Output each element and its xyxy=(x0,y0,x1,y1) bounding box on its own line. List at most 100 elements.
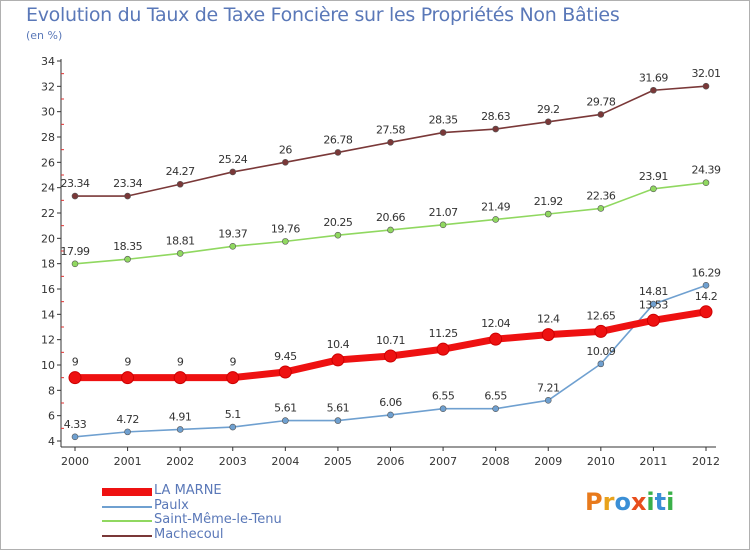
data-point xyxy=(71,260,79,268)
data-point xyxy=(176,426,184,433)
data-point xyxy=(278,365,292,379)
data-label: 9 xyxy=(72,356,79,369)
data-point xyxy=(492,216,499,223)
data-point xyxy=(436,342,450,356)
logo-letter: t xyxy=(654,488,667,516)
data-label: 29.2 xyxy=(537,103,560,116)
y-tick-label: 18 xyxy=(41,258,55,271)
data-label: 11.25 xyxy=(429,327,458,340)
y-tick-label: 10 xyxy=(41,359,55,372)
data-label: 29.78 xyxy=(586,95,615,108)
data-label: 5.61 xyxy=(274,402,297,415)
data-label: 31.69 xyxy=(639,71,668,84)
data-point xyxy=(489,332,503,346)
data-point xyxy=(650,86,657,94)
proxiti-logo: Proxiti xyxy=(585,488,674,516)
y-tick-label: 14 xyxy=(41,308,55,321)
x-tick-label: 2000 xyxy=(61,455,89,468)
data-point xyxy=(384,349,397,363)
data-point xyxy=(492,405,499,413)
data-point xyxy=(650,300,657,308)
data-point xyxy=(229,243,237,250)
legend-swatch xyxy=(102,535,152,537)
data-label: 23.34 xyxy=(113,177,142,190)
data-label: 24.27 xyxy=(166,165,195,178)
data-label: 6.06 xyxy=(379,396,402,409)
data-label: 18.35 xyxy=(113,240,142,253)
data-point xyxy=(121,371,135,385)
data-label: 9 xyxy=(230,356,237,369)
data-point xyxy=(544,118,552,126)
data-point xyxy=(597,205,605,212)
data-label: 12.04 xyxy=(481,317,510,330)
data-point xyxy=(229,168,237,176)
legend-label: Machecoul xyxy=(154,527,224,542)
data-label: 7.21 xyxy=(537,381,560,394)
data-label: 9.45 xyxy=(274,350,297,363)
data-label: 21.07 xyxy=(429,206,458,219)
data-point xyxy=(282,159,289,166)
data-label: 4.72 xyxy=(116,413,139,426)
data-point xyxy=(68,371,82,385)
logo-letter: i xyxy=(666,488,675,516)
data-label: 13.53 xyxy=(639,298,668,311)
data-point xyxy=(282,238,289,245)
y-tick-label: 28 xyxy=(41,131,55,144)
data-label: 32.01 xyxy=(692,67,721,80)
data-label: 6.55 xyxy=(432,390,455,403)
y-tick-label: 6 xyxy=(48,410,55,423)
data-point xyxy=(387,226,394,234)
x-tick-label: 2012 xyxy=(692,455,720,468)
data-point xyxy=(387,411,394,419)
data-point xyxy=(124,192,131,200)
x-tick-label: 2011 xyxy=(639,455,667,468)
data-point xyxy=(646,313,660,327)
y-tick-label: 32 xyxy=(41,80,55,93)
data-point xyxy=(226,371,240,385)
data-point xyxy=(544,397,552,404)
x-tick-label: 2002 xyxy=(166,455,194,468)
x-tick-label: 2010 xyxy=(587,455,615,468)
data-label: 19.37 xyxy=(218,227,247,240)
data-point xyxy=(597,360,605,368)
data-label: 16.29 xyxy=(692,266,721,279)
data-label: 10.71 xyxy=(376,334,405,347)
data-label: 9 xyxy=(124,356,131,369)
data-point xyxy=(176,180,184,188)
data-label: 5.1 xyxy=(225,408,241,421)
data-label: 26.78 xyxy=(323,133,352,146)
data-point xyxy=(597,111,605,118)
y-tick-label: 34 xyxy=(41,55,55,68)
data-label: 4.33 xyxy=(64,418,87,431)
x-tick-label: 2001 xyxy=(114,455,142,468)
logo-letter: r xyxy=(602,488,615,516)
data-point xyxy=(282,417,289,424)
data-label: 14.2 xyxy=(695,290,718,303)
data-label: 21.92 xyxy=(534,195,563,208)
data-point xyxy=(176,250,184,257)
legend-swatch xyxy=(102,506,152,508)
logo-letter: o xyxy=(614,488,631,516)
logo-letter: x xyxy=(630,488,647,516)
legend-label: Paulx xyxy=(154,498,189,513)
data-point xyxy=(702,82,710,90)
y-tick-label: 24 xyxy=(41,182,55,195)
data-label: 17.99 xyxy=(61,245,90,258)
data-label: 5.61 xyxy=(327,402,350,415)
y-tick-label: 22 xyxy=(41,207,55,220)
data-label: 28.35 xyxy=(429,114,458,127)
data-label: 21.49 xyxy=(481,200,510,213)
y-tick-label: 16 xyxy=(41,283,55,296)
y-tick-label: 30 xyxy=(41,106,55,119)
data-point xyxy=(334,149,342,156)
legend-label: LA MARNE xyxy=(154,483,222,498)
data-point xyxy=(650,185,657,193)
data-label: 9 xyxy=(177,356,184,369)
data-point xyxy=(439,129,447,136)
x-tick-label: 2009 xyxy=(534,455,562,468)
data-label: 27.58 xyxy=(376,123,405,136)
data-label: 24.39 xyxy=(692,164,721,177)
data-label: 19.76 xyxy=(271,222,300,235)
